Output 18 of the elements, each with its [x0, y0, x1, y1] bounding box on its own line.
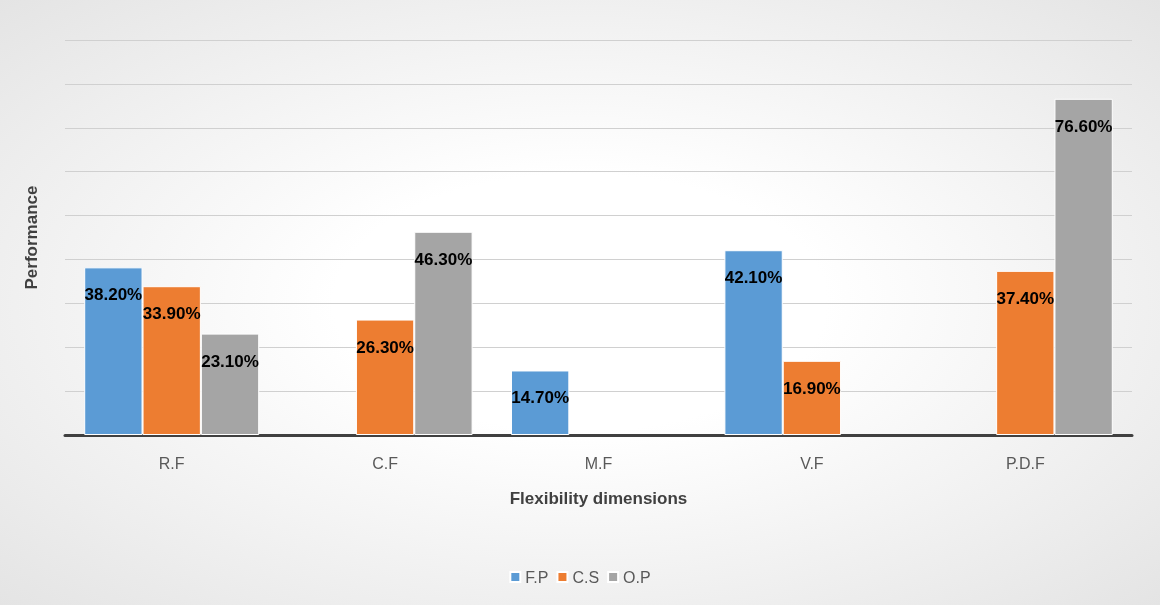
y-axis-title: Performance: [22, 185, 41, 290]
x-axis-title: Flexibility dimensions: [509, 489, 688, 508]
data-label: 38.20%: [84, 285, 143, 305]
data-label: 16.90%: [783, 378, 841, 398]
data-label: 76.60%: [1054, 116, 1113, 136]
data-label: 33.90%: [142, 304, 201, 324]
x-tick-label: C.F: [372, 454, 399, 472]
data-label: 42.10%: [724, 268, 783, 288]
data-label: 23.10%: [201, 351, 259, 371]
x-tick-label: M.F: [584, 454, 613, 472]
data-label: 37.40%: [996, 288, 1055, 308]
legend-label: O.P: [623, 568, 651, 586]
x-tick-label: P.D.F: [1005, 454, 1045, 472]
x-tick-label: V.F: [800, 454, 824, 472]
legend-label: F.P: [525, 568, 549, 586]
legend-label: C.S: [572, 568, 600, 586]
x-tick-label: R.F: [158, 454, 185, 472]
data-label: 46.30%: [414, 249, 473, 269]
